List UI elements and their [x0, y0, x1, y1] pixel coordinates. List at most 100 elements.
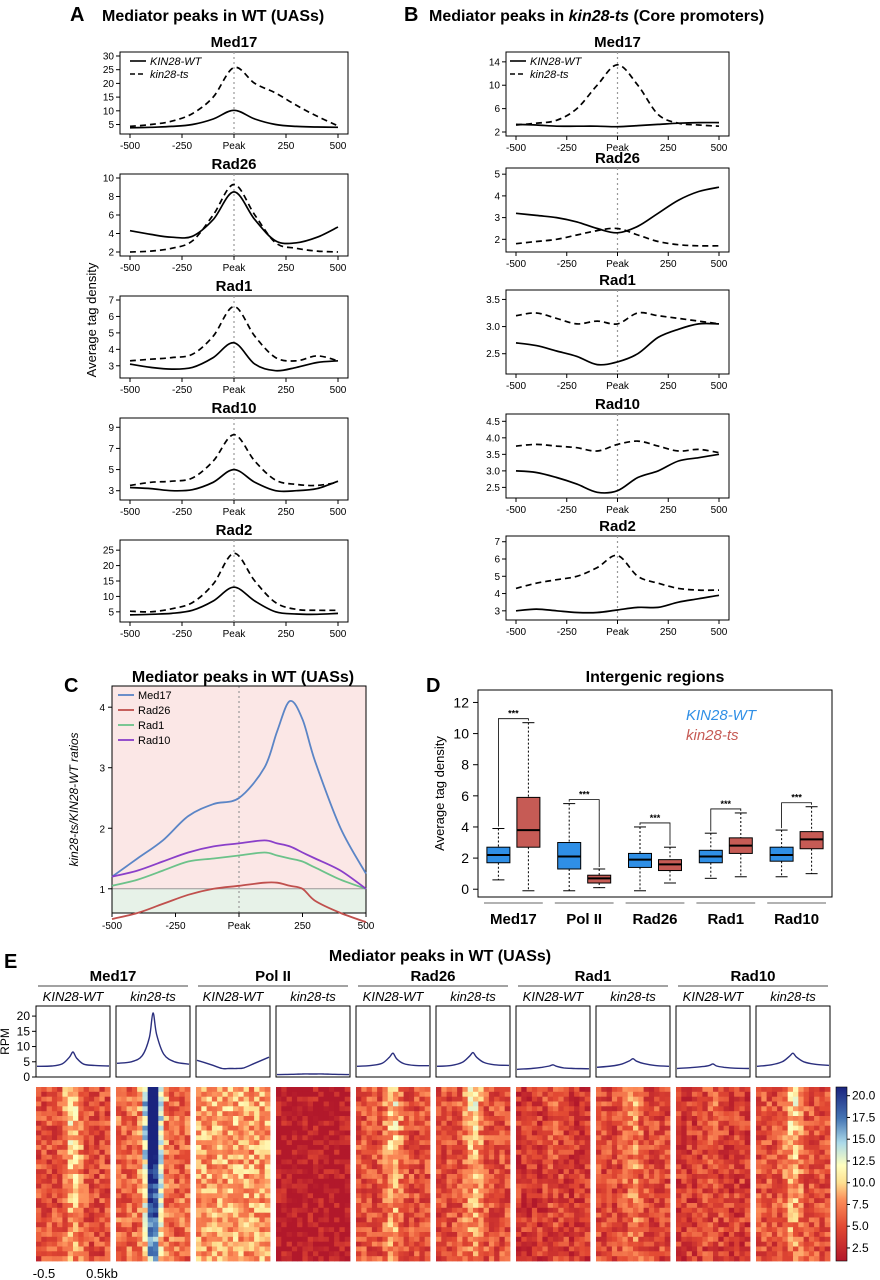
heatmap-cell	[307, 1188, 314, 1194]
heatmap-cell	[676, 1120, 682, 1126]
heatmap-cell	[46, 1120, 53, 1126]
heatmap-cell	[371, 1236, 378, 1242]
heatmap-cell	[254, 1125, 260, 1131]
heatmap-cell	[339, 1087, 346, 1093]
heatmap-cell	[611, 1087, 618, 1093]
heatmap-cell	[137, 1135, 143, 1141]
heatmap-cell	[633, 1087, 639, 1093]
heatmap-cell	[121, 1198, 127, 1204]
heatmap-cell	[424, 1207, 431, 1213]
heatmap-cell	[158, 1120, 164, 1126]
heatmap-cell	[531, 1256, 538, 1262]
heatmap-cell	[211, 1140, 218, 1146]
heatmap-cell	[728, 1091, 735, 1097]
heatmap-cell	[739, 1096, 746, 1102]
heatmap-cell	[297, 1222, 303, 1228]
heatmap-cell	[323, 1149, 330, 1155]
legend-label-ts: kin28-ts	[530, 69, 569, 81]
heatmap-cell	[168, 1178, 175, 1184]
heatmap-cell	[436, 1101, 442, 1107]
heatmap-cell	[264, 1149, 271, 1155]
heatmap-cell	[88, 1106, 95, 1112]
heatmap-cell	[488, 1241, 495, 1247]
heatmap-cell	[41, 1149, 47, 1155]
heatmap-cell	[307, 1159, 314, 1165]
heatmap-cell	[691, 1174, 698, 1180]
heatmap-cell	[88, 1183, 95, 1189]
heatmap-cell	[516, 1251, 522, 1257]
heatmap-cell	[638, 1140, 644, 1146]
heatmap-cell	[179, 1091, 186, 1097]
y-tick-label: 7	[108, 444, 114, 455]
heatmap-cell	[83, 1140, 90, 1146]
heatmap-cell	[483, 1217, 490, 1223]
heatmap-cell	[78, 1120, 84, 1126]
heatmap-cell	[579, 1140, 586, 1146]
heatmap-cell	[99, 1145, 106, 1151]
heatmap-cell	[414, 1232, 420, 1238]
heatmap-cell	[478, 1188, 484, 1194]
heatmap-cell	[488, 1164, 495, 1170]
heatmap-cell	[526, 1159, 533, 1165]
heatmap-cell	[563, 1135, 570, 1141]
heatmap-cell	[291, 1241, 298, 1247]
heatmap-cell	[94, 1203, 100, 1209]
heatmap-cell	[697, 1135, 703, 1141]
heatmap-cell	[201, 1091, 207, 1097]
heatmap-cell	[734, 1096, 740, 1102]
heatmap-cell	[142, 1256, 149, 1262]
heatmap-cell	[211, 1120, 218, 1126]
heatmap-cell	[217, 1256, 223, 1262]
heatmap-cell	[121, 1246, 127, 1252]
heatmap-cell	[414, 1174, 420, 1180]
heatmap-cell	[104, 1174, 111, 1180]
heatmap-cell	[328, 1212, 335, 1218]
heatmap-cell	[446, 1164, 453, 1170]
heatmap-cell	[196, 1236, 202, 1242]
heatmap-cell	[718, 1251, 724, 1257]
heatmap-cell	[62, 1096, 69, 1102]
heatmap-rad10-wt	[676, 1087, 751, 1262]
heatmap-cell	[307, 1183, 314, 1189]
heatmap-cell	[248, 1106, 255, 1112]
y-tick-label: 5	[108, 328, 114, 339]
box-rad26-ts	[658, 846, 682, 884]
heatmap-cell	[137, 1236, 143, 1242]
heatmap-cell	[94, 1193, 100, 1199]
heatmap-cell	[51, 1087, 58, 1093]
heatmap-cell	[286, 1193, 293, 1199]
heatmap-cell	[153, 1241, 159, 1247]
heatmap-cell	[398, 1145, 404, 1151]
heatmap-cell	[158, 1251, 164, 1257]
heatmap-cell	[57, 1149, 63, 1155]
heatmap-cell	[78, 1241, 84, 1247]
heatmap-cell	[441, 1149, 447, 1155]
heatmap-cell	[371, 1241, 378, 1247]
heatmap-cell	[457, 1198, 463, 1204]
heatmap-cell	[339, 1178, 346, 1184]
heatmap-cell	[691, 1087, 698, 1093]
heatmap-cell	[356, 1227, 362, 1233]
heatmap-cell	[153, 1120, 159, 1126]
heatmap-cell	[393, 1145, 399, 1151]
heatmap-cell	[211, 1241, 218, 1247]
x-tick-label: -250	[557, 505, 577, 516]
heatmap-cell	[494, 1130, 500, 1136]
heatmap-cell	[57, 1159, 63, 1165]
heatmap-cell	[328, 1246, 335, 1252]
heatmap-cell	[499, 1149, 506, 1155]
heatmap-cell	[88, 1096, 95, 1102]
heatmap-cell	[654, 1120, 660, 1126]
heatmap-cell	[622, 1193, 629, 1199]
heatmap-cell	[457, 1188, 463, 1194]
heatmap-cell	[254, 1120, 260, 1126]
heatmap-cell	[137, 1251, 143, 1257]
heatmap-cell	[467, 1236, 474, 1242]
heatmap-cell	[504, 1140, 511, 1146]
heatmap-cell	[211, 1096, 218, 1102]
heatmap-cell	[67, 1178, 74, 1184]
x-tick-label: 250	[278, 263, 295, 274]
heatmap-cell	[686, 1087, 693, 1093]
heatmap-cell	[243, 1188, 250, 1194]
heatmap-cell	[361, 1101, 367, 1107]
